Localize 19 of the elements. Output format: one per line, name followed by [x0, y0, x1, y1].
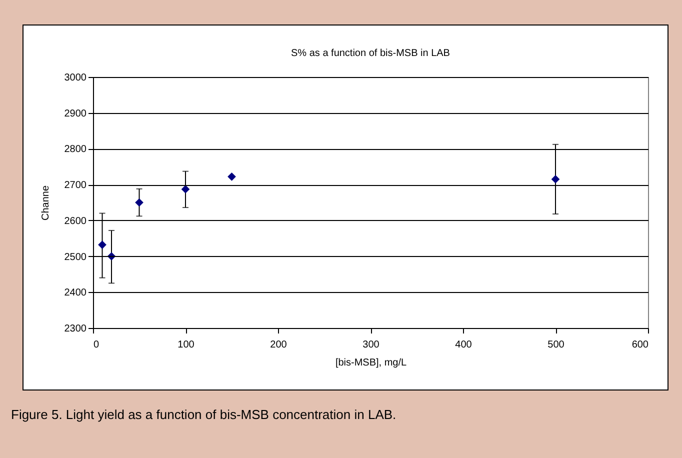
y-tick-label: 2700 — [64, 180, 87, 192]
y-tick-label: 2300 — [64, 324, 87, 334]
y-tick-label: 2500 — [64, 252, 87, 263]
x-axis-title: [bis-MSB], mg/L — [335, 358, 407, 368]
caption: Figure 5. Light yield as a function of bis-MSB concentration in LAB. — [11, 407, 396, 422]
x-tick-label: 300 — [362, 340, 380, 350]
x-tick-label: 400 — [455, 340, 472, 350]
x-tick-label: 0 — [94, 340, 100, 350]
y-tick-label: 2600 — [64, 216, 87, 227]
y-tick-label: 2400 — [64, 288, 87, 299]
chart-title: S% as a function of bis-MSB in LAB — [291, 48, 450, 59]
y-axis-title: Channe — [40, 185, 52, 221]
x-tick-label: 200 — [270, 340, 288, 350]
y-tick-label: 2900 — [64, 108, 87, 120]
x-tick-label: 100 — [178, 340, 195, 350]
y-tick-label: 2800 — [64, 144, 87, 156]
x-tick-label: 500 — [548, 340, 565, 350]
y-tick-label: 3000 — [64, 72, 87, 84]
x-tick-label: 600 — [632, 340, 649, 350]
